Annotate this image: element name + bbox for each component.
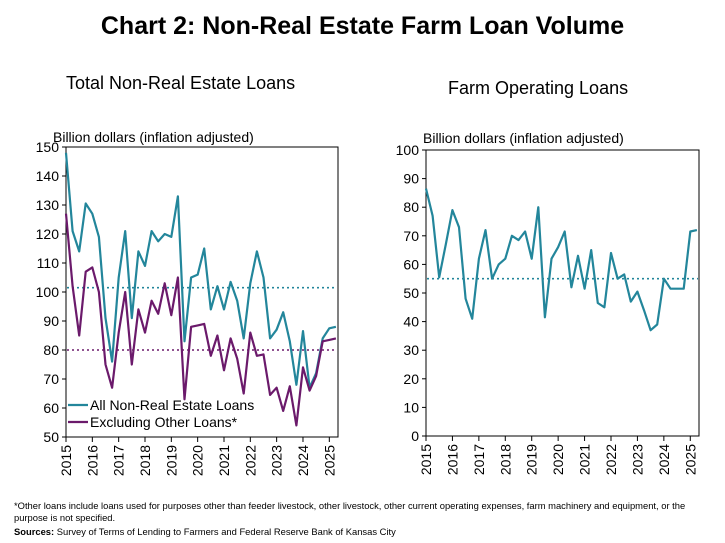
y-tick-label: 70 [43,371,59,387]
x-tick-label: 2022 [242,445,258,476]
y-tick-label: 100 [36,284,60,300]
x-tick-label: 2021 [216,445,232,476]
x-tick-label: 2025 [321,445,337,476]
y-tick-label: 50 [403,285,419,301]
x-tick-label: 2024 [295,445,311,476]
x-tick-label: 2019 [163,445,179,476]
x-tick-label: 2019 [524,444,540,475]
x-tick-label: 2018 [137,445,153,476]
x-tick-label: 2015 [418,444,434,475]
plot-frame [425,149,700,437]
y-tick-label: 130 [36,197,60,213]
left-chart-title: Total Non-Real Estate Loans [66,73,296,93]
y-tick-label: 80 [403,199,419,215]
legend-label: All Non-Real Estate Loans [90,397,254,413]
y-tick-label: 20 [403,371,419,387]
x-tick-label: 2023 [629,444,645,475]
source-label: Sources: [14,526,55,537]
y-axis-label: Billion dollars (inflation adjusted) [423,130,624,146]
series-line-1 [64,152,337,389]
y-tick-label: 30 [403,342,419,358]
x-tick-label: 2024 [656,444,672,475]
y-tick-label: 50 [43,429,59,445]
series-line-2 [64,213,337,427]
page-title: Chart 2: Non-Real Estate Farm Loan Volum… [100,12,625,40]
y-tick-label: 140 [36,168,60,184]
plot-frame [65,146,339,438]
x-tick-label: 2025 [682,444,698,475]
source-text: Survey of Terms of Lending to Farmers an… [54,526,396,537]
x-tick-label: 2022 [603,444,619,475]
y-tick-label: 0 [411,428,419,444]
series-line-1 [424,188,698,332]
y-tick-label: 150 [36,139,60,155]
y-tick-label: 90 [403,171,419,187]
x-tick-label: 2017 [471,444,487,475]
y-tick-label: 110 [37,255,60,271]
y-tick-label: 10 [403,399,419,415]
x-tick-label: 2020 [190,445,206,476]
footnote: *Other loans include loans used for purp… [14,500,686,523]
chart-total-non-real-estate: Billion dollars (inflation adjusted) 50 60… [36,129,339,476]
x-tick-label: 2015 [58,445,74,476]
chart-farm-operating: Billion dollars (inflation adjusted) 0 10 2… [396,130,700,475]
x-tick-label: 2018 [497,444,513,475]
x-tick-label: 2016 [444,444,460,475]
y-tick-label: 40 [403,314,419,330]
x-tick-label: 2023 [269,445,285,476]
legend-label: Excluding Other Loans* [90,414,238,430]
y-tick-label: 60 [43,400,59,416]
y-tick-label: 70 [403,228,419,244]
source-note: Sources: Survey of Terms of Lending to F… [14,526,714,538]
y-tick-label: 100 [396,142,420,158]
y-axis-label: Billion dollars (inflation adjusted) [53,129,254,145]
right-chart-title: Farm Operating Loans [448,78,629,98]
y-tick-label: 120 [36,226,60,242]
x-tick-label: 2021 [577,444,593,475]
x-tick-label: 2020 [550,444,566,475]
y-tick-label: 90 [43,313,59,329]
y-tick-label: 60 [403,256,419,272]
x-tick-label: 2016 [84,445,100,476]
y-tick-label: 80 [43,342,59,358]
x-tick-label: 2017 [111,445,127,476]
